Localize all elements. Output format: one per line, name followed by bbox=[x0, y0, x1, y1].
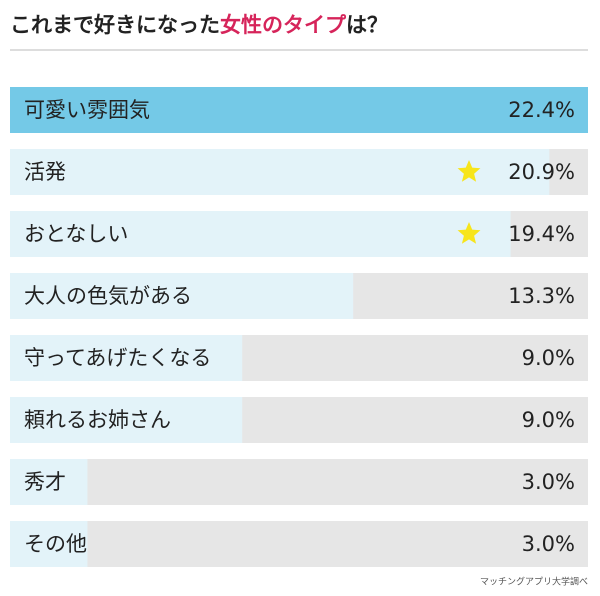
star bbox=[457, 222, 481, 244]
value-label: 3.0% bbox=[522, 532, 575, 556]
category-label: おとなしい bbox=[24, 222, 128, 246]
bar bbox=[10, 521, 88, 567]
category-label: 守ってあげたくなる bbox=[24, 346, 211, 370]
category-label: 頼れるお姉さん bbox=[24, 408, 171, 432]
value-label: 20.9% bbox=[508, 160, 575, 184]
title-part: は？ bbox=[346, 13, 388, 37]
category-label: 可愛い雰囲気 bbox=[24, 98, 150, 122]
bar bbox=[10, 397, 243, 443]
category-label: 秀才 bbox=[24, 470, 66, 494]
category-label: 大人の色気がある bbox=[24, 284, 192, 308]
title-part: 女性のタイプ bbox=[220, 13, 347, 37]
value-label: 13.3% bbox=[508, 284, 575, 308]
source: マッチングアプリ大学調べ bbox=[480, 576, 588, 588]
category-label: 活発 bbox=[24, 160, 66, 184]
chart-title: これまで好きになった女性のタイプは？ bbox=[10, 13, 388, 37]
star bbox=[457, 160, 481, 182]
bar bbox=[10, 211, 511, 257]
value-label: 9.0% bbox=[522, 408, 575, 432]
bar bbox=[10, 459, 88, 505]
value-label: 9.0% bbox=[522, 346, 575, 370]
bar bbox=[10, 87, 588, 133]
bar bbox=[10, 149, 550, 195]
bar-track bbox=[10, 521, 588, 567]
value-label: 19.4% bbox=[508, 222, 575, 246]
bar-track bbox=[10, 459, 588, 505]
bar bbox=[10, 273, 354, 319]
value-label: 3.0% bbox=[522, 470, 575, 494]
value-label: 22.4% bbox=[508, 98, 575, 122]
category-label: その他 bbox=[24, 532, 87, 556]
bar bbox=[10, 335, 243, 381]
title-part: これまで好きになった bbox=[10, 13, 220, 37]
